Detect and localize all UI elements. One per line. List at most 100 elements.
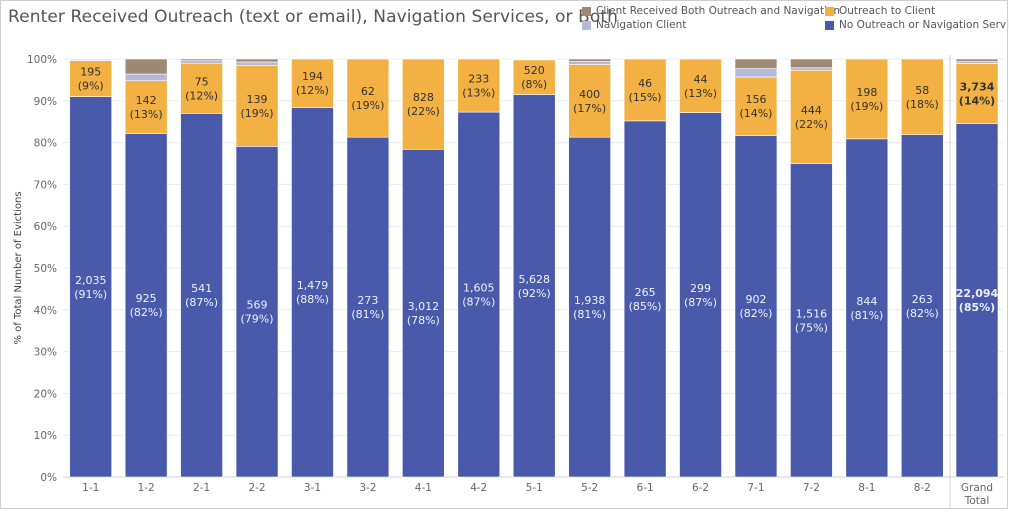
data-label-outreach: 44 (694, 73, 708, 86)
bar-segment-both (790, 58, 833, 69)
bar-segment-outreach (180, 62, 223, 114)
data-label-outreach: 75 (195, 75, 209, 88)
data-label-none: 844 (856, 295, 877, 308)
data-pct-label-none: (88%) (296, 293, 329, 306)
data-pct-label-none: (91%) (74, 288, 107, 301)
bar-segment-navigation (955, 61, 999, 64)
y-tick-label: 0% (40, 472, 57, 484)
data-pct-label-none: (81%) (351, 308, 384, 321)
data-pct-label-outreach: (12%) (185, 89, 218, 102)
y-axis-label: % of Total Number of Evictions (13, 191, 24, 344)
x-tick-label: 3-2 (359, 482, 376, 494)
y-tick-label: 70% (34, 179, 57, 191)
data-label-outreach: 58 (915, 84, 929, 97)
data-pct-label-none: (87%) (684, 296, 717, 309)
bar-segment-outreach (955, 63, 999, 124)
data-label-outreach: 828 (413, 91, 434, 104)
data-pct-label-none: (82%) (130, 306, 163, 319)
bar-segment-both (235, 58, 279, 63)
data-pct-label-none: (81%) (850, 309, 883, 322)
y-tick-label: 10% (34, 430, 57, 442)
x-tick-label: 8-2 (914, 482, 931, 494)
data-label-outreach: 62 (361, 85, 375, 98)
x-tick-label: 5-1 (526, 482, 543, 494)
data-label-outreach: 520 (524, 64, 545, 77)
data-label-none: 263 (912, 293, 933, 306)
bar-segment-none (845, 138, 889, 478)
data-label-none: 1,938 (574, 294, 606, 307)
data-pct-label-outreach: (22%) (795, 118, 828, 131)
data-pct-label-outreach: (19%) (850, 100, 883, 113)
x-tick-label: 1-2 (138, 482, 155, 494)
bar-segment-outreach (623, 58, 667, 122)
bar-segment-none (69, 96, 113, 478)
data-label-outreach: 444 (801, 104, 822, 117)
bar-segment-outreach (235, 64, 279, 147)
data-label-none: 299 (690, 282, 711, 295)
data-label-outreach: 233 (468, 73, 489, 86)
data-label-none: 902 (745, 293, 766, 306)
bar-segment-both (568, 58, 611, 62)
data-pct-label-outreach: (13%) (462, 87, 495, 100)
legend-label-navigation: Navigation Client (596, 19, 687, 31)
bar-segment-outreach (402, 58, 445, 150)
bar-segment-navigation (180, 60, 223, 64)
data-pct-label-outreach: (9%) (78, 80, 104, 93)
x-tick-label: 1-1 (82, 482, 99, 494)
x-tick-label: 2-1 (193, 482, 210, 494)
data-label-outreach: 198 (856, 86, 877, 99)
bar-segment-outreach (734, 76, 778, 136)
bar-segment-none (734, 135, 778, 478)
chart-title: Renter Received Outreach (text or email)… (8, 7, 618, 27)
data-pct-label-none: (81%) (573, 308, 606, 321)
data-label-outreach: 400 (579, 88, 600, 101)
data-label-none: 569 (247, 299, 268, 312)
bar-segment-none (900, 134, 944, 478)
y-tick-label: 90% (34, 96, 57, 108)
bar-segment-both (955, 58, 999, 62)
data-pct-label-none: (82%) (739, 307, 772, 320)
legend-item-both: Client Received Both Outreach and Naviga… (582, 5, 840, 17)
data-pct-label-outreach: (19%) (241, 107, 274, 120)
legend-swatch-both (582, 6, 591, 16)
data-label-none: 265 (635, 286, 656, 299)
bar-segment-none (124, 133, 168, 478)
data-pct-label-outreach: (8%) (521, 78, 547, 91)
data-label-none: 541 (191, 282, 212, 295)
bar-segment-both (180, 58, 223, 61)
data-pct-label-none: (78%) (407, 314, 440, 327)
data-pct-label-none: (87%) (462, 296, 495, 309)
data-pct-label-outreach: (12%) (296, 84, 329, 97)
bar-segment-none (679, 112, 722, 478)
bar-segment-both (69, 58, 113, 61)
data-pct-label-outreach: (14%) (739, 107, 772, 120)
data-pct-label-none: (85%) (959, 301, 995, 314)
data-label-none: 22,094 (956, 287, 999, 300)
bar-segment-none (512, 94, 556, 478)
data-label-outreach: 195 (80, 66, 101, 79)
legend-label-outreach: Outreach to Client (839, 5, 936, 17)
y-tick-label: 20% (34, 388, 57, 400)
data-pct-label-none: (82%) (906, 307, 939, 320)
bar-segment-none (568, 136, 611, 478)
data-label-none: 273 (357, 294, 378, 307)
bar-segment-outreach (790, 69, 833, 164)
x-tick-label: 7-2 (803, 482, 820, 494)
bar-segment-navigation (568, 61, 611, 65)
data-pct-label-none: (92%) (518, 287, 551, 300)
legend-item-none: No Outreach or Navigation Services (825, 19, 1009, 31)
data-pct-label-outreach: (13%) (130, 108, 163, 121)
data-pct-label-none: (75%) (795, 321, 828, 334)
data-label-none: 2,035 (75, 274, 107, 287)
x-tick-label: 6-1 (637, 482, 654, 494)
bar-segment-none (623, 120, 667, 478)
y-tick-label: 100% (27, 54, 57, 66)
x-tick-label: Grand (961, 482, 993, 494)
bar-segment-outreach (900, 58, 944, 135)
bar-segment-none (790, 163, 833, 478)
data-pct-label-none: (85%) (629, 300, 662, 313)
y-tick-label: 60% (34, 221, 57, 233)
data-label-outreach: 46 (638, 77, 652, 90)
data-label-none: 1,605 (463, 282, 495, 295)
